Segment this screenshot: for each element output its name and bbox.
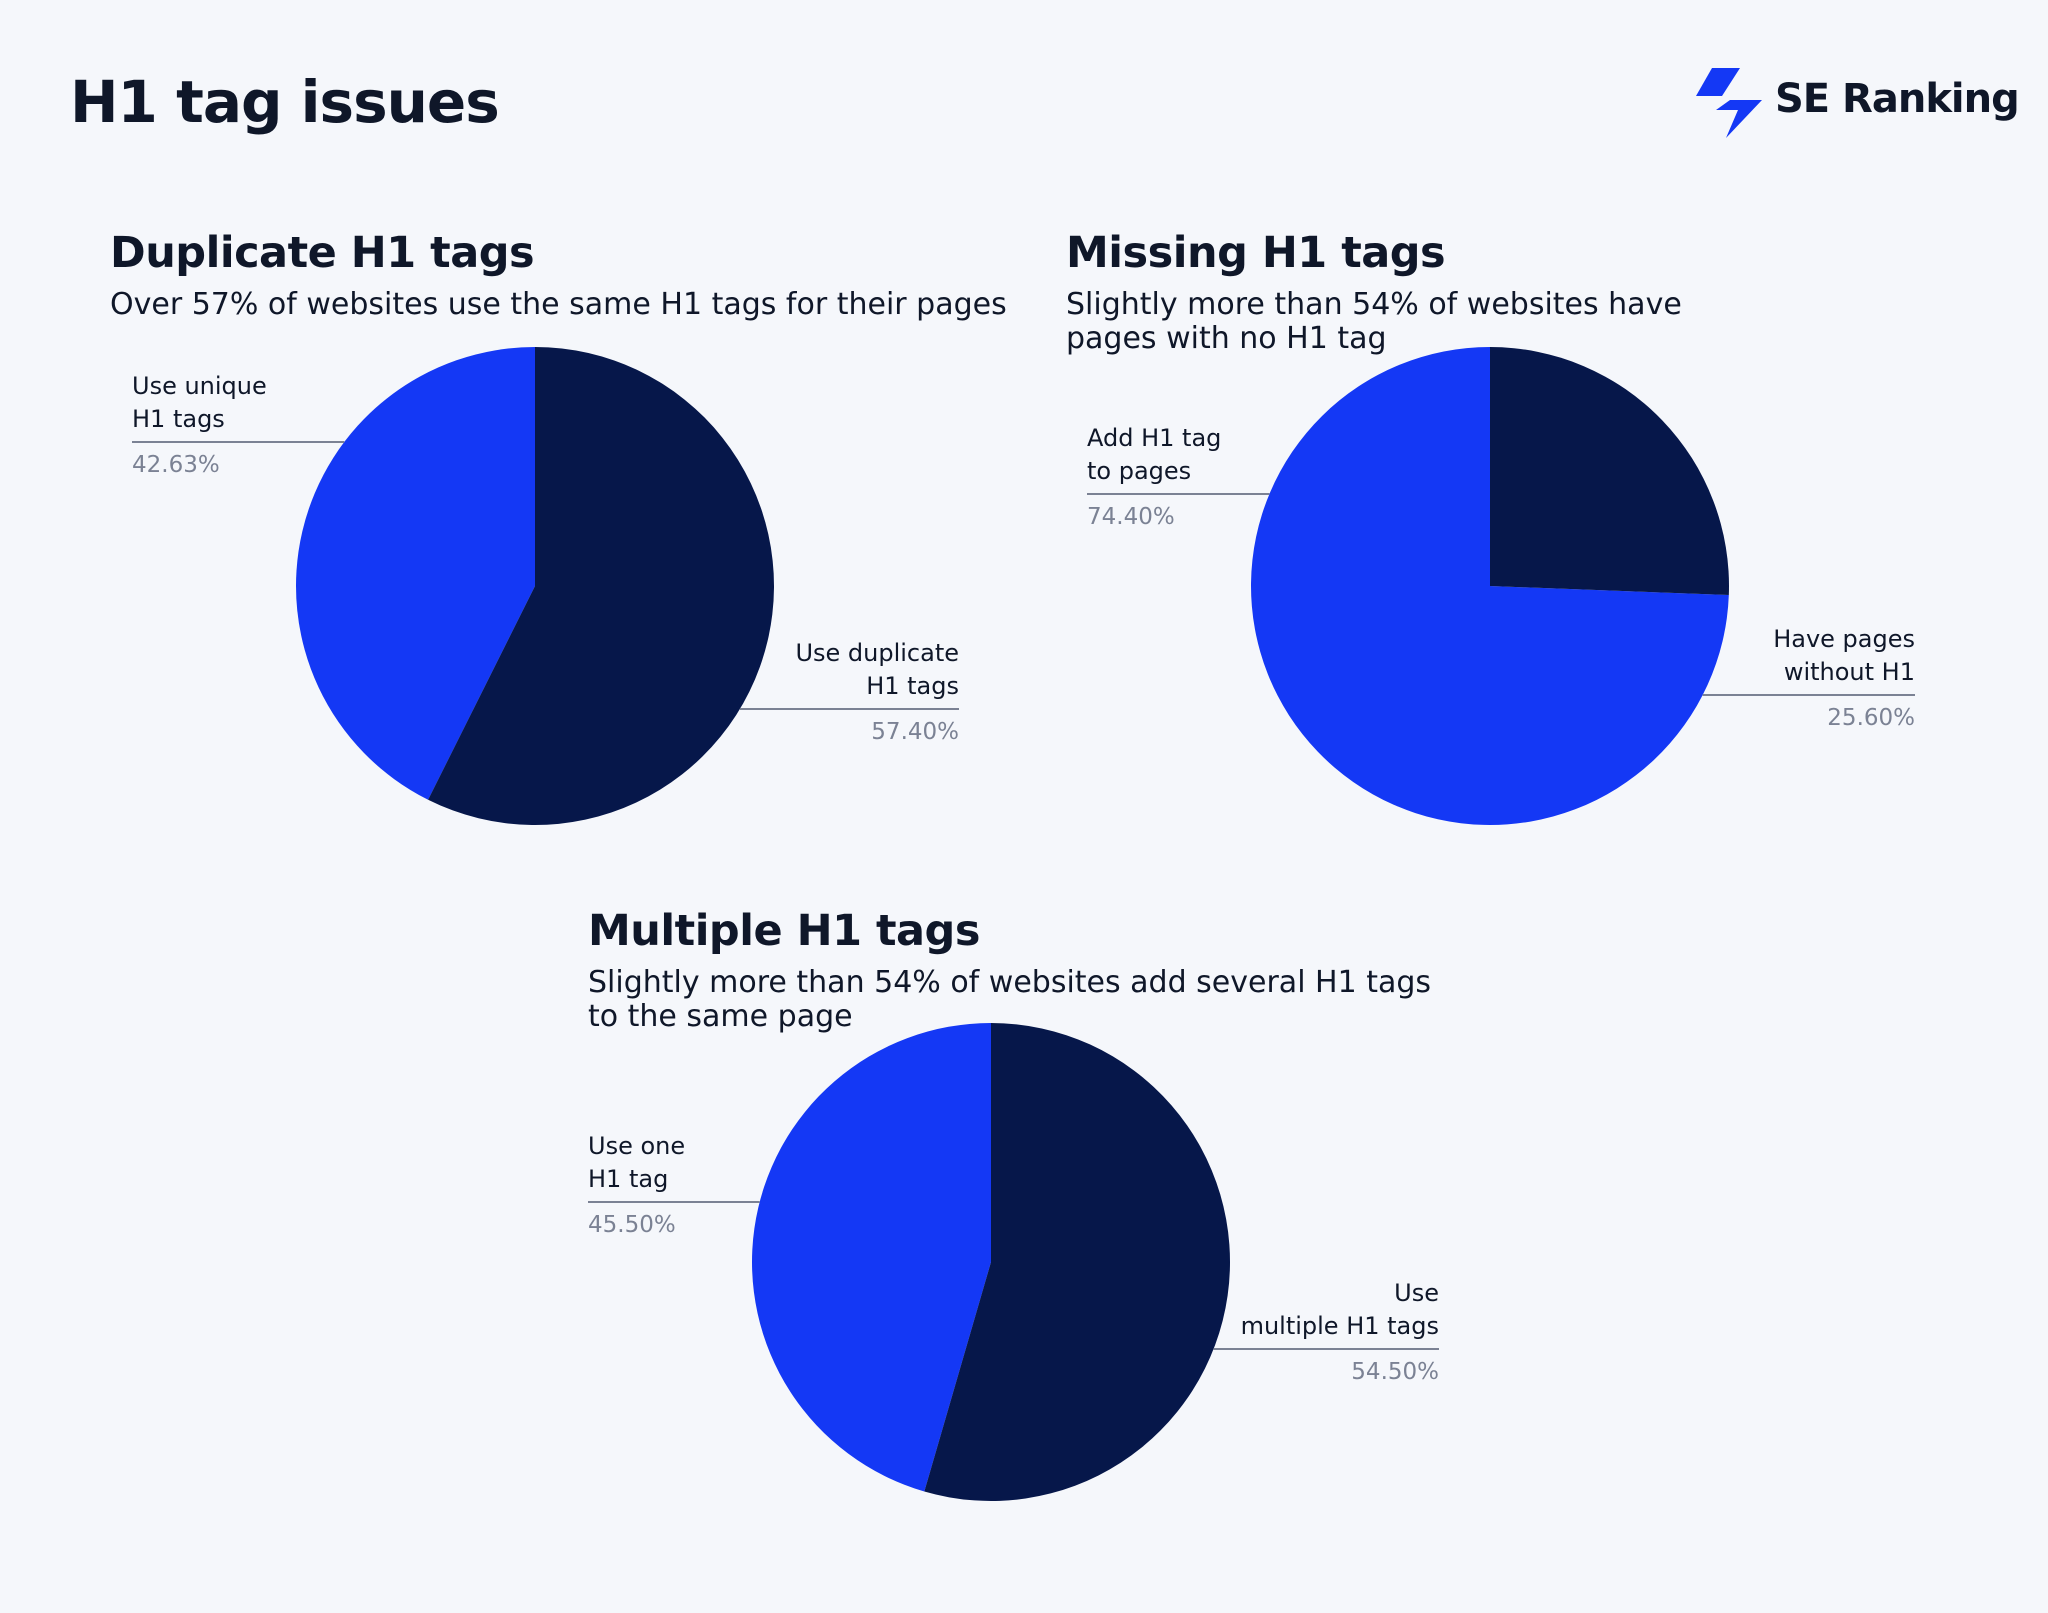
value-label: 57.40% — [871, 719, 959, 745]
slice-label: Use duplicate H1 tags — [795, 639, 959, 700]
pie-slice — [428, 347, 775, 826]
pie-slice — [1490, 347, 1730, 596]
page-title: H1 tag issues — [70, 68, 500, 136]
value-label: 54.50% — [1351, 1359, 1439, 1385]
chart-subtitle: Slightly more than 54% of websites add s… — [588, 965, 1432, 1034]
chart-title: Multiple H1 tags — [588, 906, 980, 956]
value-label: 74.40% — [1087, 504, 1175, 530]
logo-icon — [1696, 68, 1762, 138]
chart-title: Missing H1 tags — [1066, 228, 1446, 278]
pie-slice — [751, 1023, 991, 1492]
value-label: 45.50% — [588, 1212, 676, 1238]
slice-label: Use one H1 tag — [588, 1132, 686, 1193]
value-label: 42.63% — [132, 452, 220, 478]
pie-slice — [1251, 347, 1729, 826]
chart-title: Duplicate H1 tags — [110, 228, 535, 278]
slice-label: Have pages without H1 — [1773, 625, 1915, 686]
pie-slice — [296, 347, 535, 800]
slice-label: Add H1 tag to pages — [1087, 424, 1222, 485]
value-label: 25.60% — [1827, 705, 1915, 731]
slice-label: Use unique H1 tags — [132, 372, 267, 433]
slice-label: Use multiple H1 tags — [1240, 1279, 1439, 1340]
chart-subtitle: Slightly more than 54% of websites have … — [1066, 287, 1682, 356]
pie-slice — [924, 1023, 1230, 1501]
logo-text: SE Ranking — [1775, 76, 2020, 122]
chart-subtitle: Over 57% of websites use the same H1 tag… — [110, 287, 1007, 322]
